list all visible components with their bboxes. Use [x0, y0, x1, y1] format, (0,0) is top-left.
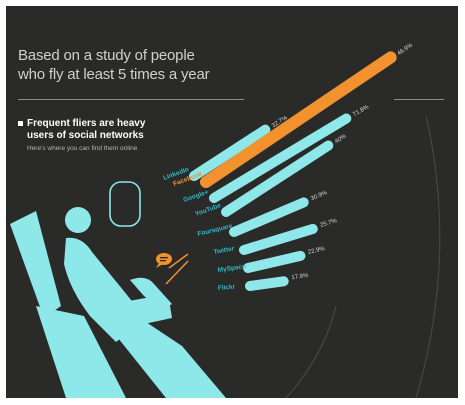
- category-label-myspace: MySpace: [217, 263, 246, 274]
- data-label-myspace: 22.9%: [308, 246, 327, 256]
- bar-twitter: [239, 223, 318, 255]
- bar-youtube: [221, 140, 334, 217]
- callout: Frequent fliers are heavy users of socia…: [18, 118, 188, 153]
- callout-title-line-1: Frequent fliers are heavy: [27, 118, 146, 129]
- bar-myspace: [243, 250, 306, 273]
- bar-google-: [209, 113, 352, 203]
- airplane-seat-icon: [10, 207, 226, 398]
- data-label-facebook: 46.9%: [396, 42, 414, 57]
- bar-linkedin: [189, 124, 271, 181]
- bar-facebook: [200, 51, 397, 188]
- chat-bubble-icon: [156, 253, 189, 285]
- infographic-panel: Based on a study of people who fly at le…: [6, 6, 458, 398]
- data-label-foursquare: 30.9%: [310, 190, 329, 202]
- chart-heading: Based on a study of people who fly at le…: [18, 46, 248, 84]
- heading-line-2: who fly at least 5 times a year: [18, 66, 210, 83]
- data-label-youtube: 40%: [334, 133, 348, 145]
- category-label-foursquare: Foursquare: [197, 223, 234, 238]
- bar-flickr: [245, 276, 289, 291]
- heading-line-1: Based on a study of people: [18, 47, 195, 64]
- callout-title: Frequent fliers are heavy users of socia…: [18, 118, 188, 142]
- bar-foursquare: [229, 197, 309, 237]
- chart-canvas: 32.7%LinkedIn46.9%Facebook71.8%Google+40…: [10, 42, 441, 398]
- right-divider: [394, 99, 444, 100]
- heading-divider: [18, 99, 244, 100]
- callout-title-line-2: users of social networks: [27, 130, 144, 141]
- category-label-youtube: YouTube: [194, 202, 222, 218]
- callout-subtitle: Here's where you can find them online: [27, 145, 138, 152]
- data-label-google-: 71.8%: [352, 104, 370, 118]
- category-label-twitter: Twitter: [213, 245, 235, 256]
- airplane-window-icon: [109, 181, 141, 227]
- category-label-google-: Google+: [182, 189, 209, 204]
- data-label-twitter: 25.7%: [320, 218, 339, 229]
- data-label-flickr: 17.9%: [291, 273, 309, 281]
- bullet-icon: [18, 121, 23, 126]
- category-label-flickr: Flickr: [218, 284, 236, 292]
- orbit-arc-inner: [285, 305, 337, 398]
- orbit-arc-outer: [415, 115, 441, 398]
